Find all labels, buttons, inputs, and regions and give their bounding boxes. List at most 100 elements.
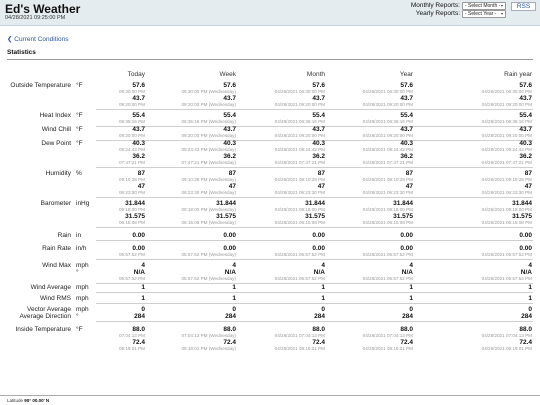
stat-label: Wind Chill bbox=[41, 126, 71, 133]
stat-timestamp: 04/28/2021 09:20:00 PM bbox=[274, 102, 325, 107]
stat-timestamp: 05:57:52 PM bbox=[118, 276, 145, 281]
stat-value: 284 bbox=[521, 313, 532, 320]
stat-cell: 0.00 05:57:52 PM bbox=[35, 245, 145, 258]
stat-cell: 4 N/A 05:57:52 PM (Wednesday) bbox=[126, 262, 236, 282]
stat-timestamp: 04/28/2021 07:04:13 PM bbox=[362, 333, 413, 338]
stat-timestamp: 06:30:00 PM (Wednesday) bbox=[181, 89, 236, 94]
stat-unit: mph bbox=[76, 306, 89, 313]
stat-timestamp: 04/28/2021 09:18:00 PM bbox=[274, 207, 325, 212]
stat-value: 88.0 bbox=[519, 326, 532, 333]
stat-timestamp: 06:23:30 PM (Wednesday) bbox=[181, 190, 236, 195]
stat-cell: 1 bbox=[422, 284, 532, 291]
stat-timestamp: 04/28/2021 06:23:30 PM bbox=[362, 190, 413, 195]
stat-timestamp: 04/28/2021 06:30:00 PM bbox=[274, 89, 325, 94]
stat-value: 43.7 bbox=[312, 95, 325, 102]
stat-value: 57.6 bbox=[312, 82, 325, 89]
stat-timestamp: 04/28/2021 09:18:00 PM bbox=[481, 207, 532, 212]
stat-cell: 88.0 04/28/2021 07:04:13 PM 72.4 04/28/2021… bbox=[303, 326, 413, 352]
stat-timestamp: 05:57:52 PM (Wednesday) bbox=[181, 276, 236, 281]
stat-cell: 31.844 04/28/2021 09:18:00 PM 31.575 04/28/… bbox=[303, 200, 413, 226]
row-separator bbox=[96, 292, 533, 293]
stat-value: 55.4 bbox=[312, 112, 325, 119]
stat-value: 1 bbox=[409, 284, 413, 291]
stat-value: 55.4 bbox=[400, 112, 413, 119]
stat-value: 0.00 bbox=[519, 232, 532, 239]
stat-cell: 4 N/A 04/28/2021 05:57:52 PM bbox=[215, 262, 325, 282]
yearly-reports-select[interactable]: - Select Year - bbox=[462, 10, 506, 18]
stat-timestamp: 09:20:00 PM (Wednesday) bbox=[181, 102, 236, 107]
stat-value: 43.7 bbox=[132, 126, 145, 133]
stat-value: 284 bbox=[225, 313, 236, 320]
column-header: Rain year bbox=[504, 71, 532, 78]
monthly-reports-select[interactable]: - Select Month - bbox=[462, 2, 506, 10]
stat-cell: 0.00 bbox=[422, 232, 532, 239]
stat-value: 72.4 bbox=[312, 339, 325, 346]
stat-value: 31.844 bbox=[393, 200, 413, 207]
stat-cell: 1 bbox=[215, 295, 325, 302]
stat-timestamp: 06:15:08 PM (Wednesday) bbox=[181, 220, 236, 225]
stat-value: 0.00 bbox=[132, 245, 145, 252]
stat-cell: 1 bbox=[126, 295, 236, 302]
stat-label: Wind RMS bbox=[39, 295, 71, 302]
row-separator bbox=[96, 140, 533, 141]
stat-timestamp: 04/28/2021 06:30:00 PM bbox=[362, 89, 413, 94]
stat-timestamp: 07:47:21 PM bbox=[118, 160, 145, 165]
stat-cell: 0.00 bbox=[126, 232, 236, 239]
stat-cell: 88.0 04/28/2021 07:04:13 PM 72.4 04/28/2021… bbox=[215, 326, 325, 352]
stat-cell: 31.844 04/28/2021 09:18:00 PM 31.575 04/28/… bbox=[215, 200, 325, 226]
stat-timestamp: 05:57:52 PM (Wednesday) bbox=[181, 252, 236, 257]
column-header: Month bbox=[306, 71, 325, 78]
row-separator bbox=[96, 167, 533, 168]
stat-value: 36.2 bbox=[519, 153, 532, 160]
stat-cell: 0.00 bbox=[215, 232, 325, 239]
stat-value: 43.7 bbox=[400, 126, 413, 133]
stat-timestamp: 09:19:01 PM (Wednesday) bbox=[181, 346, 236, 351]
stat-timestamp: 04/28/2021 06:35:16 PM bbox=[481, 119, 532, 124]
stat-timestamp: 04/28/2021 07:04:13 PM bbox=[274, 333, 325, 338]
stat-value: 0.00 bbox=[223, 245, 236, 252]
stat-cell: 88.0 07:04:13 PM 72.4 09:19:01 PM bbox=[35, 326, 145, 352]
stat-timestamp: 06:15:08 PM bbox=[118, 220, 145, 225]
stat-cell: 40.3 09:24:43 PM 36.2 07:47:21 PM bbox=[35, 140, 145, 166]
stat-value: 55.4 bbox=[519, 112, 532, 119]
stat-cell: 0.00 04/28/2021 05:57:52 PM bbox=[303, 245, 413, 258]
stat-cell: 55.4 04/28/2021 06:35:16 PM bbox=[422, 112, 532, 125]
stat-timestamp: 04/28/2021 09:20:00 PM bbox=[481, 133, 532, 138]
stat-cell: 1 bbox=[215, 284, 325, 291]
stat-cell: 55.4 06:35:16 PM bbox=[35, 112, 145, 125]
stat-timestamp: 04/28/2021 05:57:52 PM bbox=[274, 252, 325, 257]
stat-value: 87 bbox=[317, 170, 325, 177]
stat-timestamp: 04/28/2021 09:19:01 PM bbox=[481, 346, 532, 351]
stat-timestamp: 04/28/2021 06:23:30 PM bbox=[274, 190, 325, 195]
stat-value: 31.844 bbox=[216, 200, 236, 207]
stat-value: N/A bbox=[224, 269, 236, 276]
stat-value: N/A bbox=[401, 269, 413, 276]
stat-value: 0.00 bbox=[312, 232, 325, 239]
stat-cell: 0 284 bbox=[126, 306, 236, 320]
stat-timestamp: 04/28/2021 09:20:00 PM bbox=[362, 133, 413, 138]
stat-timestamp: 04/28/2021 05:57:52 PM bbox=[362, 276, 413, 281]
stat-cell: 0 284 bbox=[422, 306, 532, 320]
stat-value: 57.6 bbox=[400, 82, 413, 89]
stat-timestamp: 04/28/2021 07:47:21 PM bbox=[274, 160, 325, 165]
stat-value: 1 bbox=[232, 284, 236, 291]
footer-latitude: Latitude 90° 00.00' N bbox=[7, 398, 49, 403]
stat-label: Rain bbox=[57, 232, 71, 239]
stat-value: 72.4 bbox=[132, 339, 145, 346]
row-separator bbox=[96, 321, 533, 322]
stat-cell: 4 N/A 04/28/2021 05:57:52 PM bbox=[303, 262, 413, 282]
stat-timestamp: 07:47:21 PM (Wednesday) bbox=[181, 160, 236, 165]
current-conditions-link[interactable]: ❮ Current Conditions bbox=[7, 36, 69, 43]
stat-timestamp: 04/28/2021 09:24:43 PM bbox=[481, 147, 532, 152]
stat-value: 72.4 bbox=[223, 339, 236, 346]
stat-cell: 0.00 04/28/2021 05:57:52 PM bbox=[422, 245, 532, 258]
stat-value: 88.0 bbox=[223, 326, 236, 333]
stat-timestamp: 05:57:52 PM bbox=[118, 252, 145, 257]
stat-unit: mph bbox=[76, 284, 89, 291]
column-header: Today bbox=[127, 71, 145, 78]
stat-value: 55.4 bbox=[223, 112, 236, 119]
stat-value: 40.3 bbox=[400, 140, 413, 147]
rss-button[interactable]: RSS bbox=[511, 2, 536, 11]
stat-label-secondary: Average Direction bbox=[19, 313, 71, 320]
stat-timestamp: 04/28/2021 09:20:00 PM bbox=[481, 102, 532, 107]
